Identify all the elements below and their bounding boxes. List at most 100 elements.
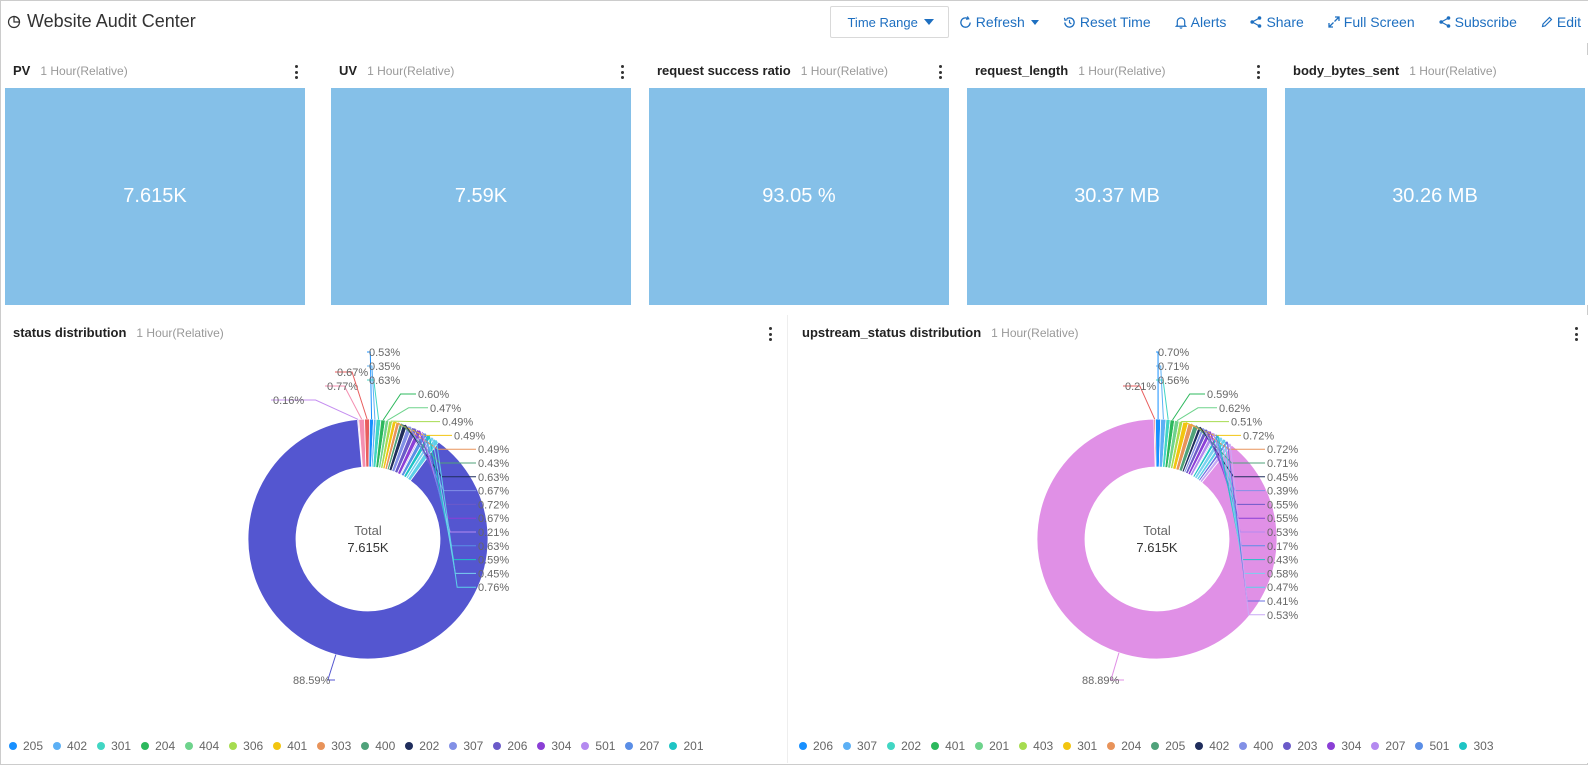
legend-item[interactable]: 401 (273, 739, 307, 753)
subscribe-button[interactable]: Subscribe (1439, 14, 1517, 30)
slice-label: 0.70% (1158, 347, 1189, 359)
legend-dot-icon (141, 742, 150, 750)
legend-item[interactable]: 206 (799, 739, 833, 753)
label-leader-line (435, 440, 476, 588)
upstream-status-legend: 206 307 202 401 201 403 301 204 205 402 400 203 304 2… (799, 739, 1504, 753)
legend-item[interactable]: 304 (537, 739, 571, 753)
legend-item[interactable]: 201 (669, 739, 704, 753)
legend-item[interactable]: 201 (975, 739, 1009, 753)
legend-item[interactable]: 202 (405, 739, 439, 753)
legend-item[interactable]: 207 (1371, 739, 1405, 753)
legend-item[interactable]: 204 (141, 739, 175, 753)
legend-item[interactable]: 206 (493, 739, 527, 753)
legend-item[interactable]: 205 (1151, 739, 1185, 753)
legend-label: 303 (331, 739, 352, 753)
legend-item[interactable]: 307 (449, 739, 483, 753)
donut-center-label: Total (354, 523, 382, 538)
legend-item[interactable]: 402 (53, 739, 87, 753)
legend-dot-icon (405, 742, 414, 750)
alerts-button[interactable]: Alerts (1174, 14, 1226, 30)
full-screen-button[interactable]: Full Screen (1328, 14, 1415, 30)
legend-label: 403 (1033, 739, 1054, 753)
legend-dot-icon (9, 742, 17, 750)
legend-label: 301 (1077, 739, 1098, 753)
legend-item[interactable]: 402 (1195, 739, 1229, 753)
legend-dot-icon (1283, 742, 1292, 750)
stat-value: 7.59K (454, 185, 508, 207)
legend-item[interactable]: 301 (97, 739, 131, 753)
edit-button[interactable]: Edit (1541, 14, 1581, 30)
legend-dot-icon (887, 742, 896, 750)
legend-item[interactable]: 307 (843, 739, 877, 753)
legend-label: 401 (287, 739, 308, 753)
legend-item[interactable]: 207 (625, 739, 659, 753)
legend-dot-icon (493, 742, 502, 750)
legend-item[interactable]: 401 (931, 739, 965, 753)
legend-item[interactable]: 404 (185, 739, 219, 753)
card-header: request_length 1 Hour(Relative) (975, 63, 1263, 83)
more-icon[interactable] (1255, 65, 1261, 79)
slice-label: 0.60% (418, 389, 449, 401)
legend-item[interactable]: 501 (581, 739, 615, 753)
slice-label: 0.45% (478, 568, 509, 580)
legend-label: 307 (857, 739, 878, 753)
legend-dot-icon (799, 742, 807, 750)
legend-label: 206 (813, 739, 834, 753)
legend-item[interactable]: 205 (9, 739, 43, 753)
legend-item[interactable]: 403 (1019, 739, 1053, 753)
card-time-range: 1 Hour(Relative) (991, 326, 1079, 340)
donut-slice[interactable] (1036, 418, 1278, 660)
share-button[interactable]: Share (1250, 14, 1304, 30)
legend-item[interactable]: 303 (317, 739, 351, 753)
legend-dot-icon (1415, 742, 1424, 750)
legend-item[interactable]: 203 (1283, 739, 1317, 753)
legend-item[interactable]: 400 (1239, 739, 1273, 753)
slice-label: 0.58% (1267, 568, 1298, 580)
legend-label: 402 (67, 739, 88, 753)
reset-time-button[interactable]: Reset Time (1063, 14, 1151, 30)
legend-dot-icon (1459, 742, 1468, 750)
legend-dot-icon (843, 742, 852, 750)
share-label: Share (1266, 14, 1304, 30)
legend-item[interactable]: 501 (1415, 739, 1449, 753)
label-leader-line (1229, 443, 1265, 616)
more-icon[interactable] (767, 327, 773, 341)
dashboard-icon (7, 15, 21, 28)
subscribe-icon (1439, 16, 1450, 28)
slice-label: 0.77% (327, 381, 358, 393)
legend-label: 402 (1209, 739, 1230, 753)
slice-label: 0.47% (1267, 582, 1298, 594)
legend-dot-icon (1327, 742, 1336, 750)
slice-label: 0.43% (478, 458, 509, 470)
stat-card-request-length: request_length 1 Hour(Relative) 30.37 MB (963, 55, 1271, 305)
time-range-label: Time Range (847, 14, 918, 30)
legend-dot-icon (229, 742, 238, 750)
slice-label: 0.55% (1267, 499, 1298, 511)
slice-label: 0.62% (1219, 403, 1250, 415)
stat-card-pv: PV 1 Hour(Relative) 7.615K (1, 55, 309, 305)
label-leader-line (1123, 385, 1156, 420)
title-area: Website Audit Center (7, 11, 196, 32)
time-range-button[interactable]: Time Range (830, 6, 949, 38)
more-icon[interactable] (1573, 327, 1579, 341)
more-icon[interactable] (937, 65, 943, 79)
legend-item[interactable]: 400 (361, 739, 395, 753)
legend-item[interactable]: 303 (1459, 739, 1494, 753)
slice-label: 0.49% (454, 430, 485, 442)
legend-item[interactable]: 204 (1107, 739, 1141, 753)
more-icon[interactable] (619, 65, 625, 79)
legend-dot-icon (449, 742, 458, 750)
legend-item[interactable]: 306 (229, 739, 263, 753)
stat-card-body-bytes-sent: body_bytes_sent 1 Hour(Relative) 30.26 M… (1281, 55, 1588, 305)
donut-center-value: 7.615K (347, 540, 389, 555)
refresh-button[interactable]: Refresh (959, 14, 1039, 30)
more-icon[interactable] (293, 65, 299, 79)
legend-item[interactable]: 202 (887, 739, 921, 753)
donut-slice[interactable] (247, 419, 489, 660)
slice-label: 0.67% (337, 367, 368, 379)
label-leader-line (335, 371, 368, 420)
caret-down-icon (1030, 19, 1039, 25)
legend-label: 306 (243, 739, 264, 753)
legend-item[interactable]: 304 (1327, 739, 1361, 753)
legend-item[interactable]: 301 (1063, 739, 1097, 753)
